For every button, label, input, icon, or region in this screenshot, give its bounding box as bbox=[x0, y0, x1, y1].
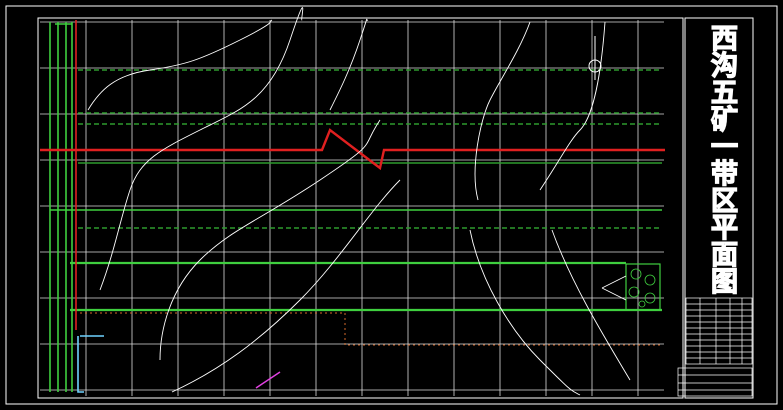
contours bbox=[87, 7, 631, 396]
orange-boundary bbox=[80, 312, 662, 346]
boundary-line bbox=[40, 128, 665, 171]
marker bbox=[255, 371, 281, 389]
grid bbox=[40, 20, 664, 396]
title-block-table bbox=[677, 297, 753, 397]
hatch bbox=[628, 268, 656, 308]
outer-frame bbox=[5, 5, 778, 405]
drawing-title: 西沟五矿一带区平面图 bbox=[705, 23, 737, 294]
north-arrow bbox=[588, 36, 602, 80]
roadway bbox=[77, 336, 84, 393]
roadways bbox=[49, 22, 662, 393]
hatched-area bbox=[625, 263, 661, 311]
map-frame bbox=[37, 17, 684, 399]
title-frame bbox=[684, 17, 754, 399]
